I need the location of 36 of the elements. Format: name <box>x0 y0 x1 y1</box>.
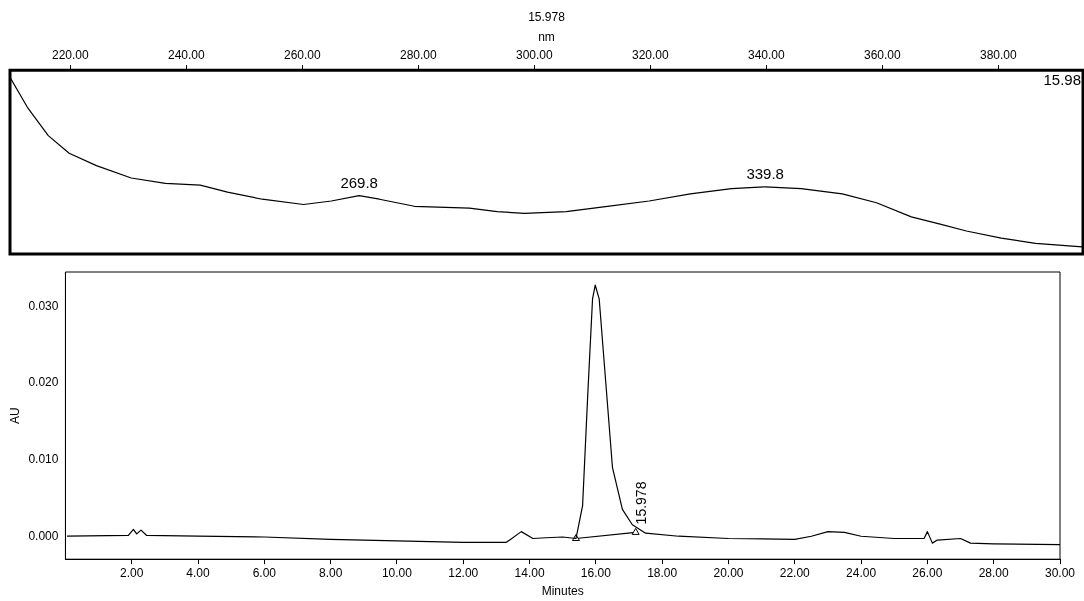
x-tick-label: 280.00 <box>399 48 437 63</box>
x-tick-label: 10.00 <box>381 565 413 580</box>
x-tick-label: 30.00 <box>1044 565 1076 580</box>
y-tick-label: 0.020 <box>28 375 59 390</box>
y-tick-label: 0.000 <box>28 528 59 543</box>
x-axis-title: nm <box>538 29 555 44</box>
annotation: 269.8 <box>340 174 378 192</box>
x-tick-label: 320.00 <box>631 48 669 63</box>
x-tick-label: 300.00 <box>515 48 553 63</box>
x-tick-label: 16.00 <box>580 565 612 580</box>
x-tick-label: 28.00 <box>978 565 1010 580</box>
x-tick-label: 8.00 <box>318 565 343 580</box>
annotation: 15.978 <box>632 481 649 525</box>
x-tick-label: 6.00 <box>252 565 277 580</box>
x-tick-label: 24.00 <box>846 565 877 580</box>
x-tick-label: 380.00 <box>979 48 1017 63</box>
x-tick-label: 22.00 <box>779 565 811 580</box>
annotation: 15.98 <box>1043 70 1081 88</box>
chart-title: 15.978 <box>528 9 566 24</box>
y-tick-label: 0.030 <box>28 298 59 313</box>
x-tick-label: 4.00 <box>186 565 211 580</box>
x-tick-label: 20.00 <box>713 565 744 580</box>
y-axis-title: AU <box>7 407 22 424</box>
x-tick-label: 360.00 <box>863 48 901 63</box>
x-tick-label: 240.00 <box>167 48 205 63</box>
x-tick-label: 260.00 <box>283 48 321 63</box>
x-axis-title: Minutes <box>541 584 584 599</box>
x-tick-label: 18.00 <box>647 565 678 580</box>
x-tick-label: 26.00 <box>912 565 943 580</box>
y-tick-label: 0.010 <box>28 451 59 466</box>
x-tick-label: 2.00 <box>120 565 144 580</box>
x-tick-label: 340.00 <box>747 48 785 63</box>
x-tick-label: 14.00 <box>514 565 545 580</box>
x-tick-label: 12.00 <box>448 565 479 580</box>
annotation: 339.8 <box>746 165 784 183</box>
x-tick-label: 220.00 <box>51 48 89 63</box>
